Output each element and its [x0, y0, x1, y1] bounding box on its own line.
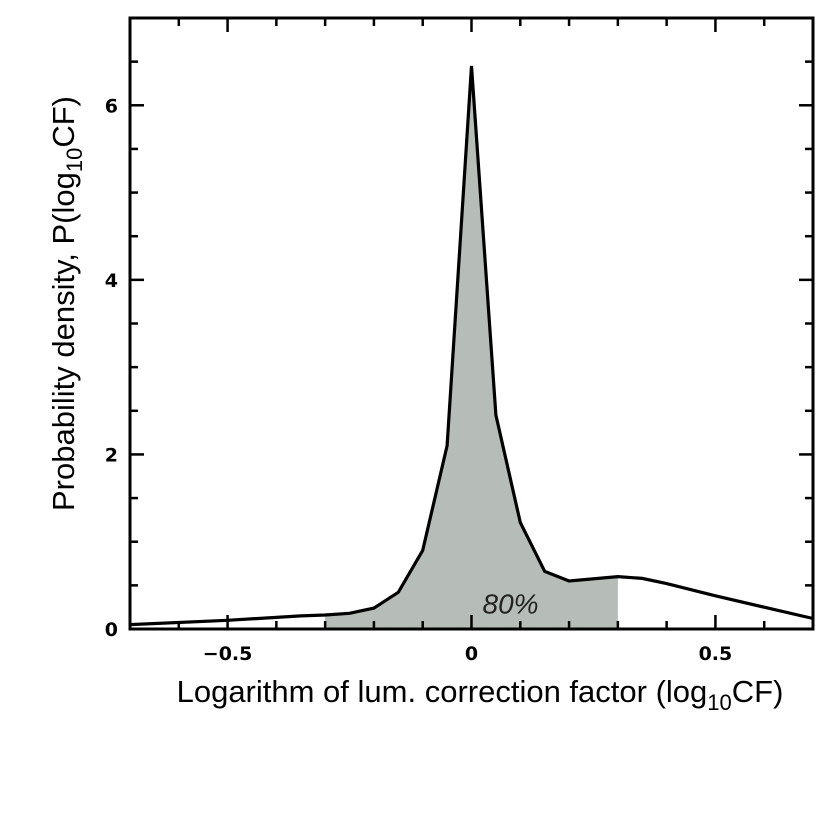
- x-axis-label: Logarithm of lum. correction factor (log…: [177, 674, 784, 715]
- shaded-percentage-label: 80%: [483, 588, 539, 619]
- y-axis-label: Probability density, P(log10CF): [46, 96, 87, 511]
- x-tick-label: 0.5: [699, 643, 733, 665]
- y-tick-label: 6: [105, 95, 118, 117]
- plot-frame: [128, 16, 815, 631]
- x-tick-label: −0.5: [203, 643, 253, 665]
- density-curve: [129, 65, 814, 627]
- x-tick-label: 0: [465, 643, 478, 665]
- y-tick-label: 2: [105, 444, 118, 466]
- tick-labels: −0.5 0 0.5 0 2 4 6: [105, 95, 732, 665]
- shaded-80-percent-area: [325, 66, 618, 629]
- y-tick-label: 4: [105, 270, 118, 292]
- y-tick-label: 0: [105, 619, 118, 641]
